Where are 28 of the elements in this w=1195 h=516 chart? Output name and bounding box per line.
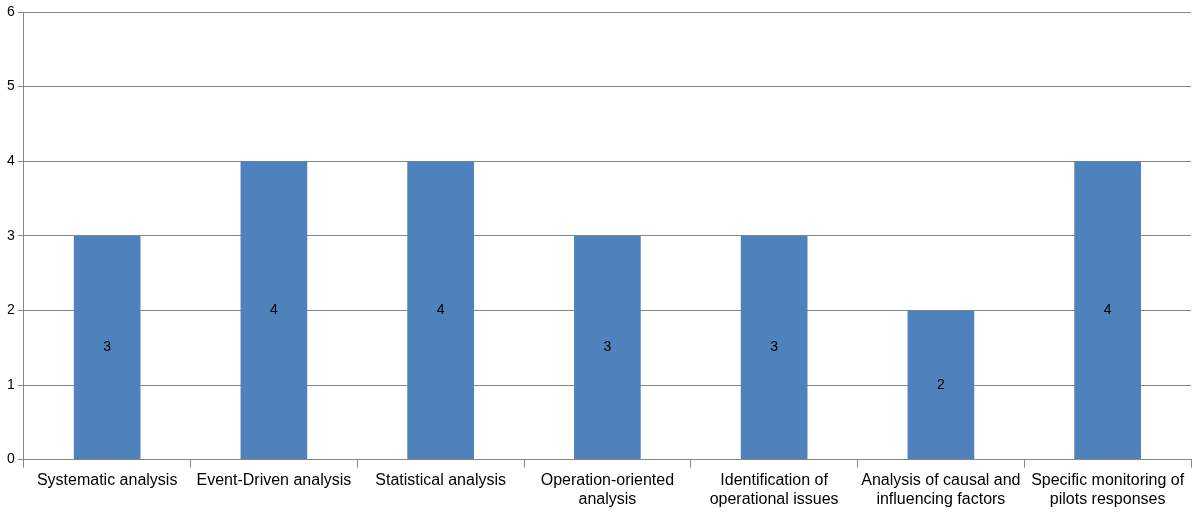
x-tick-label: Identification of operational issues [709, 470, 839, 507]
x-tick-label: Event-Driven analysis [196, 470, 352, 488]
bar [574, 235, 641, 460]
y-tick-label: 5 [6, 77, 15, 94]
y-tick-label: 4 [6, 152, 15, 169]
bar [1074, 161, 1141, 460]
bar [240, 161, 308, 460]
data-label: 4 [1103, 301, 1112, 318]
x-tick-label: Systematic analysis [36, 470, 178, 488]
data-label: 4 [270, 301, 278, 318]
x-tick-label: Operation-oriented analysis [540, 470, 675, 507]
y-tick-label: 2 [6, 301, 15, 318]
bar [907, 310, 975, 460]
y-tick-label: 6 [6, 2, 15, 19]
y-tick-label: 1 [6, 375, 15, 392]
y-tick-label: 3 [6, 226, 15, 243]
bar [740, 235, 808, 460]
data-label: 2 [936, 375, 945, 392]
x-tick-label: Specific monitoring of pilots responses [1031, 470, 1185, 507]
y-tick-label: 0 [6, 450, 15, 467]
x-tick-label: Statistical analysis [375, 470, 507, 488]
data-label: 3 [603, 338, 612, 355]
bar [407, 161, 474, 460]
data-label: 4 [436, 301, 445, 318]
data-label: 3 [103, 338, 112, 355]
data-label: 3 [770, 338, 779, 355]
x-tick-label: Analysis of causal and influencing factors [861, 470, 1021, 507]
bar [73, 235, 141, 460]
